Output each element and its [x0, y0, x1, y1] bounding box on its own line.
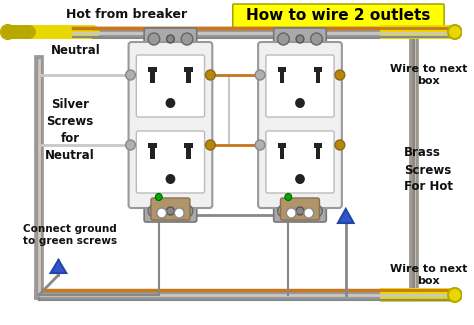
Bar [148, 143, 157, 148]
Circle shape [335, 140, 345, 150]
Bar [184, 143, 193, 148]
Circle shape [157, 208, 166, 218]
Circle shape [206, 70, 215, 80]
Circle shape [126, 70, 136, 80]
Bar [278, 143, 286, 148]
Circle shape [448, 25, 462, 39]
Polygon shape [338, 209, 354, 223]
Circle shape [304, 208, 314, 218]
Circle shape [255, 140, 265, 150]
FancyBboxPatch shape [258, 42, 342, 208]
Circle shape [310, 205, 322, 217]
Circle shape [335, 70, 345, 80]
FancyBboxPatch shape [273, 28, 326, 50]
Circle shape [165, 98, 175, 108]
Circle shape [174, 208, 184, 218]
Circle shape [181, 205, 193, 217]
Circle shape [278, 33, 289, 45]
Circle shape [278, 205, 289, 217]
FancyBboxPatch shape [233, 4, 444, 28]
FancyBboxPatch shape [137, 55, 205, 117]
Polygon shape [51, 260, 66, 273]
Bar [186, 143, 191, 159]
Circle shape [1, 25, 15, 39]
Bar [150, 67, 155, 83]
Bar [150, 143, 155, 159]
Circle shape [286, 208, 296, 218]
Circle shape [148, 33, 160, 45]
Circle shape [206, 140, 215, 150]
Circle shape [166, 35, 174, 43]
Bar [314, 143, 322, 148]
Text: Wire to next
box: Wire to next box [390, 264, 467, 286]
FancyBboxPatch shape [137, 131, 205, 193]
Text: Silver
Screws
for
Neutral: Silver Screws for Neutral [45, 98, 95, 162]
Circle shape [310, 33, 322, 45]
Circle shape [166, 207, 174, 215]
Circle shape [285, 193, 292, 201]
Bar [186, 67, 191, 83]
Text: Neutral: Neutral [51, 44, 100, 57]
Circle shape [296, 35, 304, 43]
Bar [316, 67, 320, 83]
FancyBboxPatch shape [266, 55, 334, 117]
Bar [184, 67, 193, 72]
FancyBboxPatch shape [273, 200, 326, 222]
FancyBboxPatch shape [128, 42, 212, 208]
Circle shape [255, 70, 265, 80]
Text: Brass
Screws
For Hot: Brass Screws For Hot [404, 147, 453, 193]
Text: Connect ground
to green screws: Connect ground to green screws [23, 224, 117, 246]
FancyBboxPatch shape [266, 131, 334, 193]
Circle shape [126, 140, 136, 150]
Circle shape [295, 174, 305, 184]
FancyBboxPatch shape [144, 200, 197, 222]
Circle shape [296, 207, 304, 215]
Circle shape [155, 193, 162, 201]
Circle shape [295, 98, 305, 108]
Bar [314, 67, 322, 72]
Circle shape [181, 33, 193, 45]
Text: Wire to next
box: Wire to next box [390, 64, 467, 86]
Circle shape [448, 288, 462, 302]
FancyBboxPatch shape [151, 198, 190, 220]
Bar [280, 143, 284, 159]
Bar [280, 67, 284, 83]
Circle shape [165, 174, 175, 184]
FancyBboxPatch shape [144, 28, 197, 50]
FancyBboxPatch shape [281, 198, 319, 220]
Circle shape [148, 205, 160, 217]
Bar [278, 67, 286, 72]
Text: How to wire 2 outlets: How to wire 2 outlets [246, 8, 430, 23]
Bar [148, 67, 157, 72]
Bar [316, 143, 320, 159]
Text: Hot from breaker: Hot from breaker [66, 7, 187, 20]
